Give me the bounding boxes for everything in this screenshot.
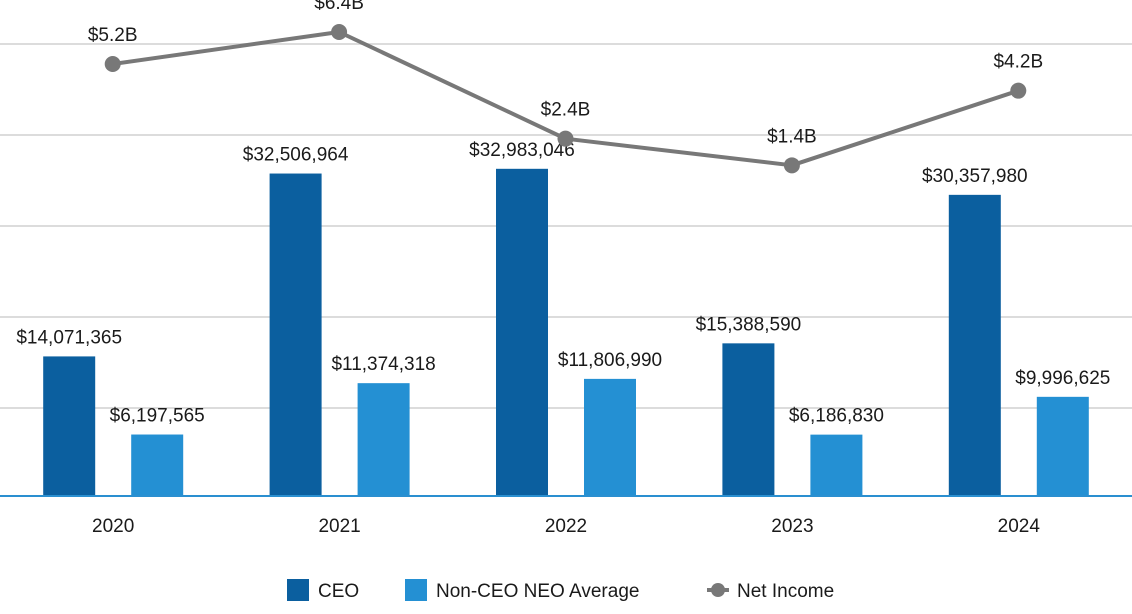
bar-ceo-2024 xyxy=(948,194,1001,497)
net-income-label-2023: $1.4B xyxy=(767,126,817,147)
gridlines xyxy=(0,43,1132,409)
net-income-point-2023 xyxy=(783,157,800,174)
legend-marker-net-income xyxy=(711,583,725,597)
bar-ceo-2021 xyxy=(269,173,322,496)
net-income-data-labels: $5.2B $6.4B $2.4B $1.4B $4.2B xyxy=(88,0,1043,147)
legend-swatch-non-ceo-neo-average xyxy=(405,579,427,601)
bar-label-non-ceo-neo-avg-2021: $11,374,318 xyxy=(331,354,435,375)
net-income-point-2021 xyxy=(331,24,348,40)
legend-label-net-income: Net Income xyxy=(737,581,834,602)
net-income-point-2024 xyxy=(1010,82,1027,99)
net-income-point-2020 xyxy=(104,56,121,72)
bar-label-ceo-2022: $32,983,046 xyxy=(469,140,575,161)
bar-label-non-ceo-neo-avg-2022: $11,806,990 xyxy=(558,350,662,371)
bar-ceo-2022 xyxy=(496,168,548,497)
net-income-label-2021: $6.4B xyxy=(314,0,364,14)
bar-label-non-ceo-neo-avg-2024: $9,996,625 xyxy=(1015,368,1110,389)
bar-ceo-2020 xyxy=(43,356,96,496)
tick-label-2022: 2022 xyxy=(545,516,587,537)
bar-label-ceo-2020: $14,071,365 xyxy=(16,327,122,348)
bar-data-labels: $14,071,365 $32,506,964 $32,983,046 $15,388… xyxy=(16,140,1110,427)
bar-non-ceo-neo-avg-2021 xyxy=(357,383,410,496)
bar-non-ceo-neo-avg-2024 xyxy=(1036,396,1089,496)
legend-label-non-ceo-neo-average: Non-CEO NEO Average xyxy=(436,581,639,602)
bar-label-ceo-2023: $15,388,590 xyxy=(696,314,802,335)
x-axis-tick-labels: 2020 2021 2022 2023 2024 xyxy=(92,516,1040,537)
bar-label-ceo-2021: $32,506,964 xyxy=(243,145,349,166)
bar-label-non-ceo-neo-avg-2020: $6,197,565 xyxy=(110,406,205,427)
bar-series xyxy=(43,168,1089,497)
legend-label-ceo: CEO xyxy=(318,581,359,602)
tick-label-2023: 2023 xyxy=(771,516,813,537)
bar-ceo-2023 xyxy=(722,343,775,496)
tick-label-2020: 2020 xyxy=(92,516,134,537)
net-income-label-2020: $5.2B xyxy=(88,25,138,46)
bar-label-non-ceo-neo-avg-2023: $6,186,830 xyxy=(789,406,884,427)
net-income-point-2022 xyxy=(557,130,574,147)
legend-swatch-ceo xyxy=(287,579,309,601)
bar-label-ceo-2024: $30,357,980 xyxy=(922,166,1028,187)
net-income-line-series xyxy=(104,24,1027,174)
net-income-label-2022: $2.4B xyxy=(541,100,591,121)
net-income-label-2024: $4.2B xyxy=(993,52,1043,73)
tick-label-2021: 2021 xyxy=(318,516,360,537)
tick-label-2024: 2024 xyxy=(998,516,1041,537)
bar-non-ceo-neo-avg-2023 xyxy=(810,434,863,496)
legend: CEO Non-CEO NEO Average Net Income xyxy=(287,579,834,602)
bar-non-ceo-neo-avg-2022 xyxy=(584,378,636,496)
bar-non-ceo-neo-avg-2020 xyxy=(131,434,184,496)
